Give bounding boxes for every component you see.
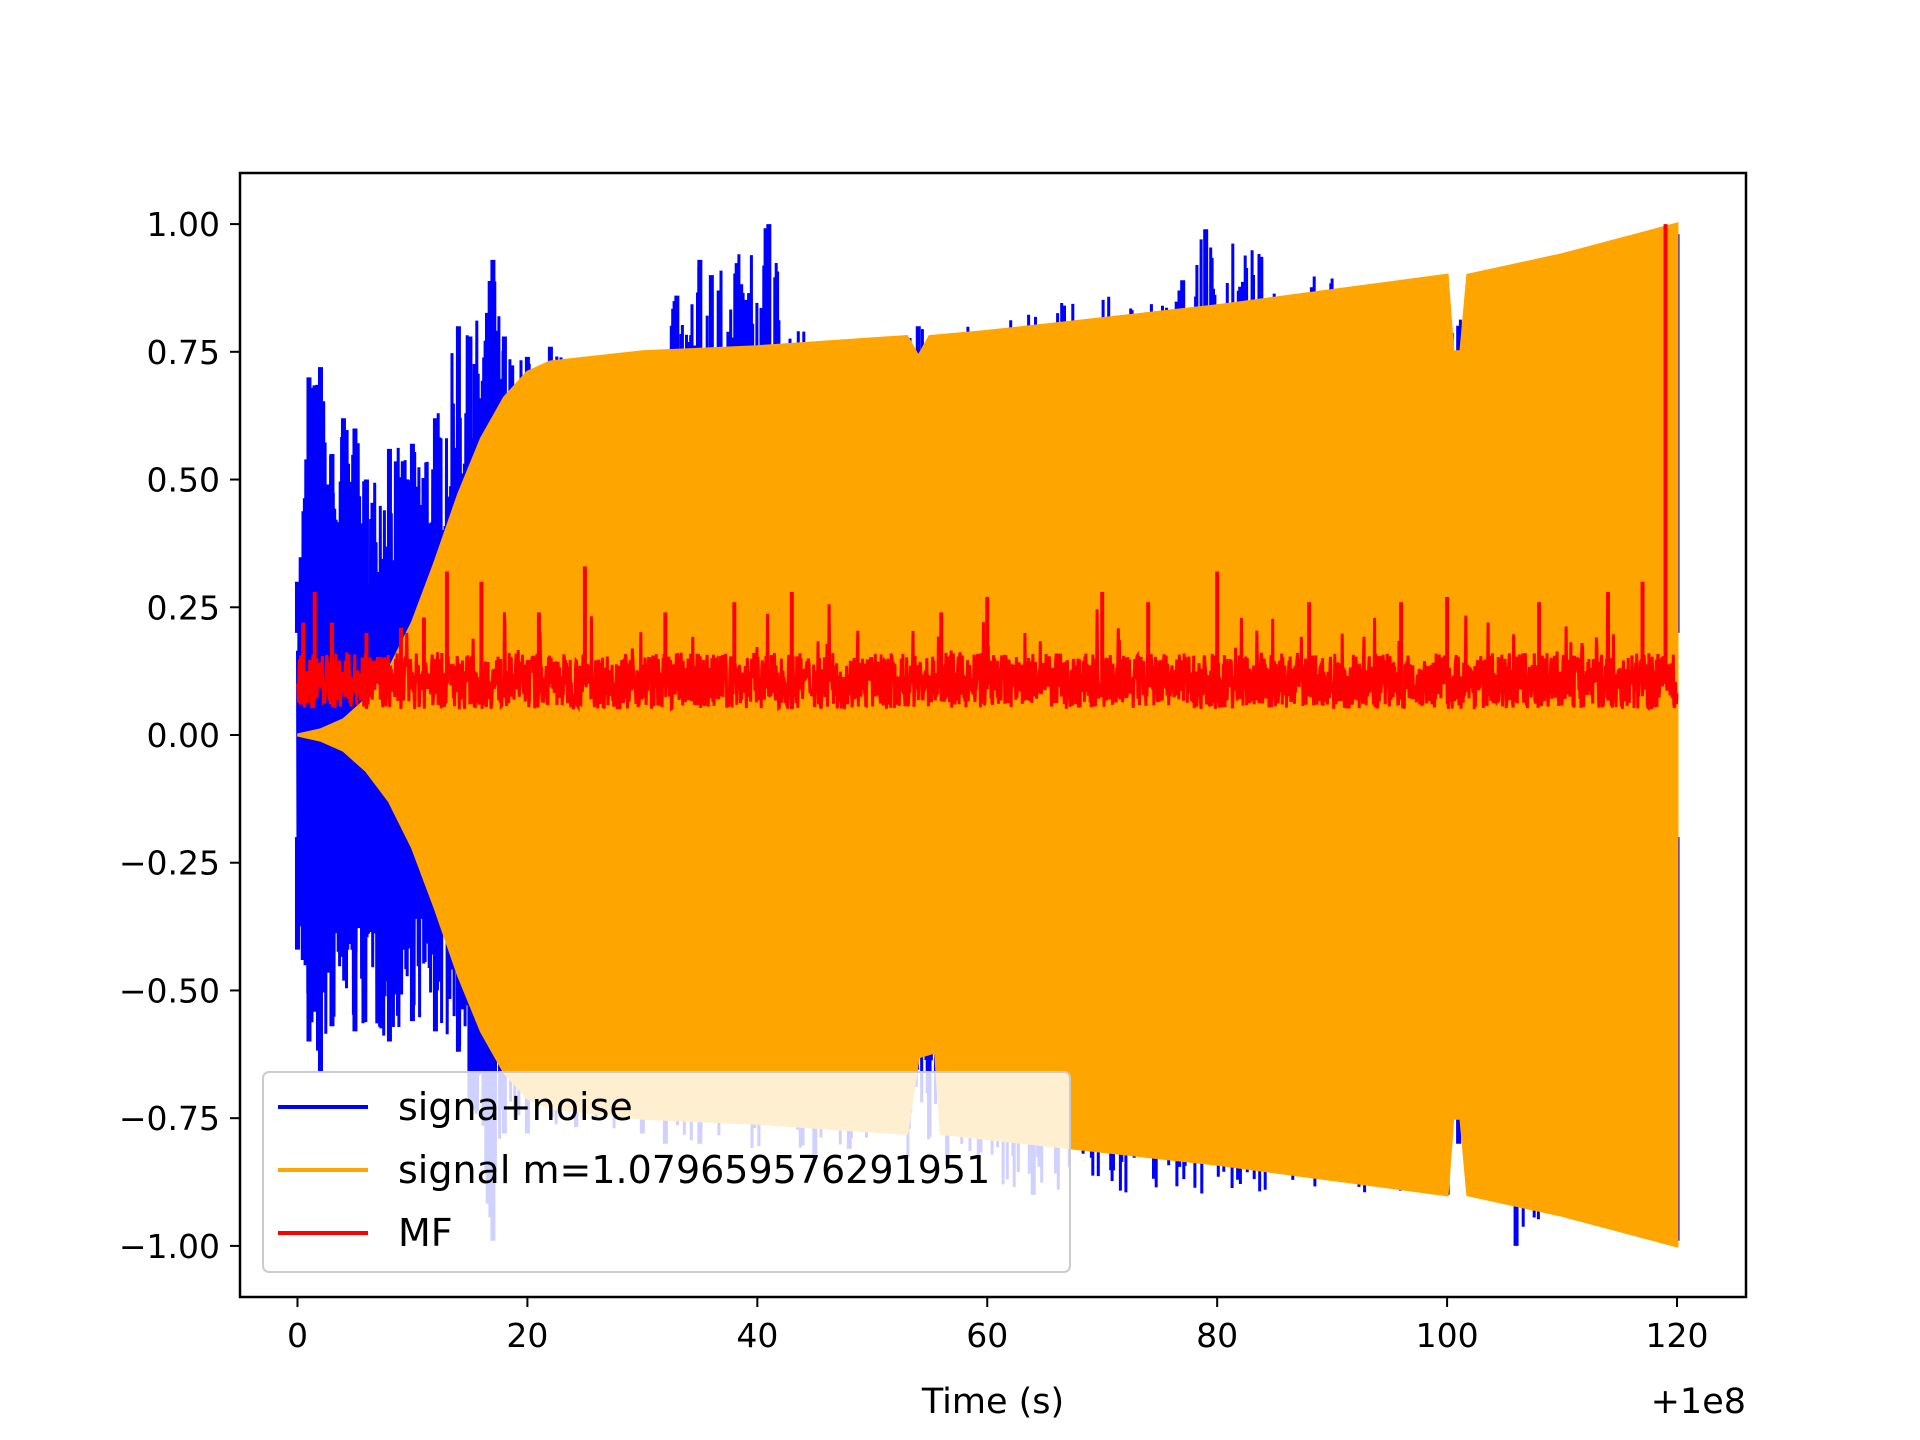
- y-tick-label: −0.50: [119, 971, 220, 1010]
- x-tick-label: 20: [506, 1316, 548, 1355]
- series-mf: [296, 604, 1679, 713]
- legend-entry: signa+noise: [398, 1085, 633, 1129]
- legend-entry: MF: [398, 1211, 453, 1255]
- x-tick-label: 80: [1196, 1316, 1238, 1355]
- y-axis: 1.00 0.75 0.50 0.25 0.00 −0.25 −0.50 −0.75 −1.00: [119, 205, 240, 1266]
- legend: signa+noise signal m=1.079659576291951 MF: [262, 1071, 1071, 1273]
- x-offset-label: +1e8: [1651, 1382, 1746, 1422]
- y-tick-label: −0.75: [119, 1099, 220, 1138]
- x-tick-label: 0: [287, 1316, 308, 1355]
- y-tick-label: 1.00: [147, 205, 220, 244]
- x-axis: 0 20 40 60 80 100 120: [287, 1297, 1709, 1355]
- y-tick-label: −1.00: [119, 1227, 220, 1266]
- y-tick-label: 0.25: [147, 588, 220, 627]
- y-tick-label: −0.25: [119, 844, 220, 883]
- x-tick-label: 120: [1646, 1316, 1709, 1355]
- y-tick-label: 0.75: [147, 333, 220, 372]
- y-tick-label: 0.50: [147, 461, 220, 500]
- x-tick-label: 60: [966, 1316, 1008, 1355]
- x-tick-label: 40: [736, 1316, 778, 1355]
- x-axis-label: Time (s): [921, 1382, 1064, 1422]
- series-signal: [297, 222, 1679, 1248]
- legend-entry: signal m=1.079659576291951: [398, 1148, 990, 1192]
- x-tick-label: 100: [1416, 1316, 1479, 1355]
- legend-box: [262, 1071, 1071, 1273]
- series-layer: [294, 222, 1680, 1248]
- y-tick-label: 0.00: [147, 716, 220, 755]
